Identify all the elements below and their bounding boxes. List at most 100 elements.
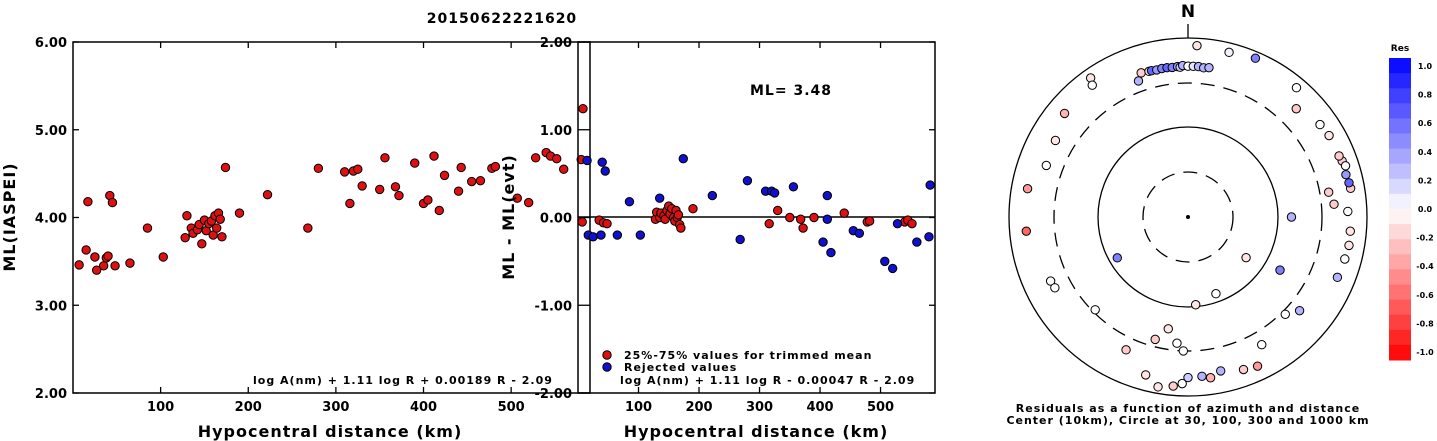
data-point: [559, 164, 569, 174]
data-point: [91, 265, 102, 275]
colorbar-tick-label: -0.2: [1416, 234, 1434, 243]
colorbar-cell: [1389, 178, 1411, 195]
data-point: [785, 212, 795, 223]
colorbar-cell: [1389, 133, 1411, 150]
data-point: [410, 158, 420, 168]
colorbar-tick-label: -1.0: [1416, 348, 1434, 357]
data-point: [1341, 169, 1351, 180]
colorbar-title: Res: [1391, 44, 1409, 54]
colorbar-cell: [1389, 88, 1411, 104]
data-point: [924, 232, 934, 242]
data-point: [742, 175, 753, 186]
data-point: [98, 261, 109, 271]
x-axis-label: Hypocentral distance (km): [624, 422, 889, 441]
data-point: [74, 260, 84, 270]
data-point: [467, 176, 477, 187]
data-point: [1192, 40, 1202, 51]
data-point: [439, 170, 450, 181]
data-point: [1211, 289, 1221, 299]
data-point: [234, 208, 245, 218]
data-point: [1340, 254, 1350, 264]
data-point: [822, 190, 832, 201]
x-tick-label: 300: [746, 400, 773, 415]
data-point: [453, 186, 464, 196]
colorbar-cells: [1389, 58, 1411, 361]
data-point: [788, 182, 799, 192]
data-point: [1041, 160, 1052, 171]
data-point: [612, 230, 623, 240]
data-point: [772, 205, 783, 216]
data-point: [110, 261, 120, 271]
data-point: [1112, 253, 1122, 263]
residual-vs-distance-panel: 100 200 300 400 500 -2.00 -1.00 0.00 1.00 2.00 ML…: [499, 36, 936, 441]
data-point: [523, 197, 534, 208]
data-point: [798, 223, 808, 233]
data-point: [81, 245, 91, 255]
data-point: [582, 155, 592, 166]
data-point: [429, 151, 439, 161]
data-point: [597, 157, 607, 167]
data-point: [374, 184, 385, 195]
data-point: [1090, 305, 1100, 315]
data-point: [512, 193, 522, 203]
data-point: [635, 230, 646, 240]
data-point: [1183, 372, 1193, 383]
data-point: [212, 223, 222, 233]
y-tick-label: 4.00: [35, 212, 67, 227]
data-point: [90, 252, 100, 262]
legend-marker-trimmed: [602, 350, 612, 360]
data-point: [1345, 226, 1355, 236]
data-point: [357, 181, 367, 191]
data-point: [707, 190, 718, 201]
data-point: [764, 218, 774, 229]
colorbar-cell: [1389, 103, 1411, 119]
data-point: [1140, 370, 1151, 380]
data-point: [602, 218, 612, 229]
data-points: [577, 154, 935, 274]
axis-ticks: 100 200 300 400 500 -2.00 -1.00 0.00 1.00 2.00: [535, 36, 935, 415]
y-tick-label: 3.00: [35, 299, 67, 314]
data-point: [596, 230, 606, 240]
data-point: [925, 180, 935, 190]
colorbar-tick-label: 0.6: [1418, 119, 1433, 128]
polar-residuals-panel: N Residuals as a function of azimuth and…: [1006, 2, 1434, 427]
axis-ticks: 100 200 300 400 500 2.00 3.00 4.00 5.00 6.00: [35, 36, 590, 415]
colorbar-tick-label: 0.2: [1418, 176, 1432, 185]
colorbar-cell: [1389, 193, 1411, 210]
data-point: [182, 211, 192, 221]
data-point: [456, 162, 466, 173]
data-point: [1291, 104, 1301, 114]
data-point: [313, 163, 324, 174]
formula-label: log A(nm) + 1.11 log R - 0.00047 R - 2.0…: [620, 374, 915, 387]
data-point: [380, 153, 390, 163]
data-point: [1343, 206, 1353, 217]
figure-title: 20150622221620: [427, 11, 577, 27]
x-tick-label: 200: [235, 400, 262, 415]
colorbar-cell: [1389, 344, 1411, 361]
data-point: [826, 247, 836, 258]
data-point: [654, 193, 665, 203]
colorbar-cell: [1389, 329, 1411, 346]
data-point: [912, 237, 922, 247]
data-point: [1136, 68, 1146, 78]
x-tick-label: 500: [498, 400, 525, 415]
data-point: [390, 182, 401, 192]
data-points: [1021, 40, 1356, 392]
colorbar-cell: [1389, 118, 1411, 134]
colorbar: Res 1.0 0.8 0.6 0.4 0.2 0.0 -0.2 -0.4 -0.6 -0.8 -1…: [1389, 44, 1434, 361]
x-tick-label: 100: [147, 400, 174, 415]
x-tick-label: 400: [806, 400, 833, 415]
data-point: [1324, 130, 1334, 141]
data-point: [1168, 381, 1178, 391]
data-point: [125, 258, 135, 268]
colorbar-tick-label: 0.8: [1418, 91, 1433, 100]
data-point: [769, 188, 780, 198]
colorbar-tick-label: 1.0: [1418, 62, 1433, 71]
y-tick-label: -1.00: [535, 299, 572, 314]
colorbar-tick-label: -0.8: [1416, 319, 1434, 328]
data-point: [1250, 53, 1261, 63]
data-point: [577, 217, 587, 227]
data-point: [1257, 340, 1267, 350]
data-point: [1205, 373, 1216, 383]
y-tick-label: 1.00: [540, 124, 572, 139]
